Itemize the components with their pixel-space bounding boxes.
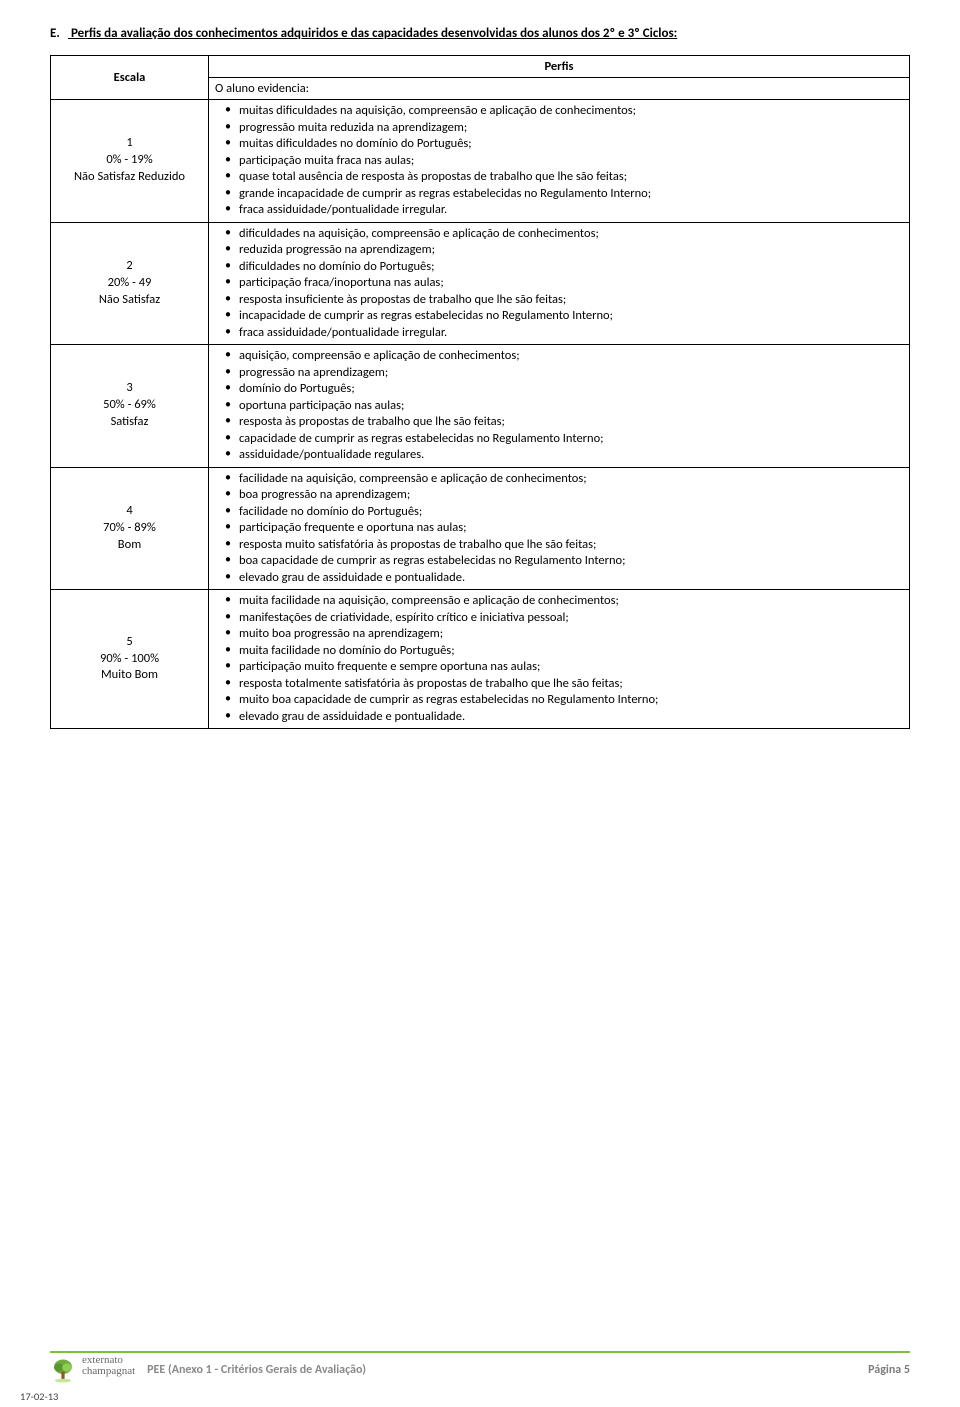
bullet-item: elevado grau de assiduidade e pontualida… (215, 570, 903, 587)
bullet-item: boa progressão na aprendizagem; (215, 487, 903, 504)
bullet-item: domínio do Português; (215, 381, 903, 398)
scale-label: Bom (57, 537, 202, 554)
bullet-item: fraca assiduidade/pontualidade irregular… (215, 325, 903, 342)
tree-logo-icon (50, 1357, 76, 1383)
perfis-table: Escala Perfis O aluno evidencia: 10% - 1… (50, 55, 910, 729)
bullet-item: fraca assiduidade/pontualidade irregular… (215, 202, 903, 219)
bullet-item: resposta muito satisfatória às propostas… (215, 537, 903, 554)
bullet-item: assiduidade/pontualidade regulares. (215, 447, 903, 464)
scale-cell: 590% - 100%Muito Bom (51, 590, 209, 729)
lead-cell: O aluno evidencia: (209, 78, 910, 100)
bullet-item: muitas dificuldades na aquisição, compre… (215, 103, 903, 120)
profile-cell: muita facilidade na aquisição, compreens… (209, 590, 910, 729)
scale-num: 4 (57, 503, 202, 520)
bullet-item: capacidade de cumprir as regras estabele… (215, 431, 903, 448)
table-row: 10% - 19%Não Satisfaz Reduzido muitas dif… (51, 100, 910, 223)
bullet-item: aquisição, compreensão e aplicação de co… (215, 348, 903, 365)
bullet-item: participação muito frequente e sempre op… (215, 659, 903, 676)
bullet-item: manifestações de criatividade, espírito … (215, 610, 903, 627)
profile-cell: muitas dificuldades na aquisição, compre… (209, 100, 910, 223)
brand-line2: champagnat (82, 1365, 135, 1377)
heading-marker: E. (50, 26, 68, 41)
profile-cell: facilidade na aquisição, compreensão e a… (209, 467, 910, 590)
bullet-item: participação fraca/inoportuna nas aulas; (215, 275, 903, 292)
bullet-item: progressão muita reduzida na aprendizage… (215, 120, 903, 137)
header-perfis: Perfis (209, 56, 910, 78)
bullet-list: dificuldades na aquisição, compreensão e… (215, 226, 903, 342)
brand-text: externato champagnat (82, 1355, 135, 1377)
table-header-row: Escala Perfis (51, 56, 910, 78)
scale-cell: 470% - 89%Bom (51, 467, 209, 590)
table-row: 220% - 49Não Satisfaz dificuldades na aqu… (51, 222, 910, 345)
footer-doc-title: PEE (Anexo 1 - Critérios Gerais de Avali… (147, 1363, 366, 1377)
scale-num: 3 (57, 380, 202, 397)
scale-range: 0% - 19% (57, 152, 202, 169)
scale-num: 2 (57, 258, 202, 275)
bullet-item: oportuna participação nas aulas; (215, 398, 903, 415)
bullet-list: aquisição, compreensão e aplicação de co… (215, 348, 903, 464)
bullet-item: facilidade no domínio do Português; (215, 504, 903, 521)
perfis-body: 10% - 19%Não Satisfaz Reduzido muitas dif… (51, 100, 910, 729)
section-heading: E. Perfis da avaliação dos conhecimentos… (50, 26, 910, 41)
scale-label: Muito Bom (57, 667, 202, 684)
bullet-item: facilidade na aquisição, compreensão e a… (215, 471, 903, 488)
scale-cell: 10% - 19%Não Satisfaz Reduzido (51, 100, 209, 223)
header-escala: Escala (51, 56, 209, 100)
scale-num: 1 (57, 135, 202, 152)
scale-label: Satisfaz (57, 414, 202, 431)
profile-cell: aquisição, compreensão e aplicação de co… (209, 345, 910, 468)
lead-text: O aluno evidencia: (215, 81, 903, 96)
bullet-item: resposta às propostas de trabalho que lh… (215, 414, 903, 431)
scale-label: Não Satisfaz (57, 292, 202, 309)
bullet-item: dificuldades na aquisição, compreensão e… (215, 226, 903, 243)
footer-left: externato champagnat PEE (Anexo 1 - Crit… (50, 1357, 366, 1383)
table-row: 590% - 100%Muito Bom muita facilidade na … (51, 590, 910, 729)
bullet-item: muito boa capacidade de cumprir as regra… (215, 692, 903, 709)
scale-num: 5 (57, 634, 202, 651)
scale-cell: 350% - 69%Satisfaz (51, 345, 209, 468)
bullet-item: reduzida progressão na aprendizagem; (215, 242, 903, 259)
heading-text: Perfis da avaliação dos conhecimentos ad… (71, 26, 677, 41)
scale-range: 20% - 49 (57, 275, 202, 292)
bullet-item: muita facilidade na aquisição, compreens… (215, 593, 903, 610)
bullet-item: incapacidade de cumprir as regras estabe… (215, 308, 903, 325)
bullet-list: muitas dificuldades na aquisição, compre… (215, 103, 903, 219)
scale-range: 70% - 89% (57, 520, 202, 537)
bullet-list: facilidade na aquisição, compreensão e a… (215, 471, 903, 587)
profile-cell: dificuldades na aquisição, compreensão e… (209, 222, 910, 345)
bullet-list: muita facilidade na aquisição, compreens… (215, 593, 903, 725)
scale-cell: 220% - 49Não Satisfaz (51, 222, 209, 345)
bullet-item: muitas dificuldades no domínio do Portug… (215, 136, 903, 153)
bullet-item: quase total ausência de resposta às prop… (215, 169, 903, 186)
bullet-item: grande incapacidade de cumprir as regras… (215, 186, 903, 203)
bullet-item: muito boa progressão na aprendizagem; (215, 626, 903, 643)
footer-page: Página 5 (868, 1363, 910, 1377)
bullet-item: participação muita fraca nas aulas; (215, 153, 903, 170)
page-footer: externato champagnat PEE (Anexo 1 - Crit… (50, 1351, 910, 1383)
bullet-item: participação frequente e oportuna nas au… (215, 520, 903, 537)
bullet-item: dificuldades no domínio do Português; (215, 259, 903, 276)
table-row: 350% - 69%Satisfaz aquisição, compreensão… (51, 345, 910, 468)
scale-range: 50% - 69% (57, 397, 202, 414)
bullet-item: muita facilidade no domínio do Português… (215, 643, 903, 660)
bullet-item: elevado grau de assiduidade e pontualida… (215, 709, 903, 726)
scale-range: 90% - 100% (57, 651, 202, 668)
bullet-item: resposta insuficiente às propostas de tr… (215, 292, 903, 309)
scale-label: Não Satisfaz Reduzido (57, 169, 202, 186)
bullet-item: progressão na aprendizagem; (215, 365, 903, 382)
table-row: 470% - 89%Bom facilidade na aquisição, co… (51, 467, 910, 590)
bullet-item: resposta totalmente satisfatória às prop… (215, 676, 903, 693)
bullet-item: boa capacidade de cumprir as regras esta… (215, 553, 903, 570)
footer-date: 17-02-13 (20, 1390, 58, 1403)
